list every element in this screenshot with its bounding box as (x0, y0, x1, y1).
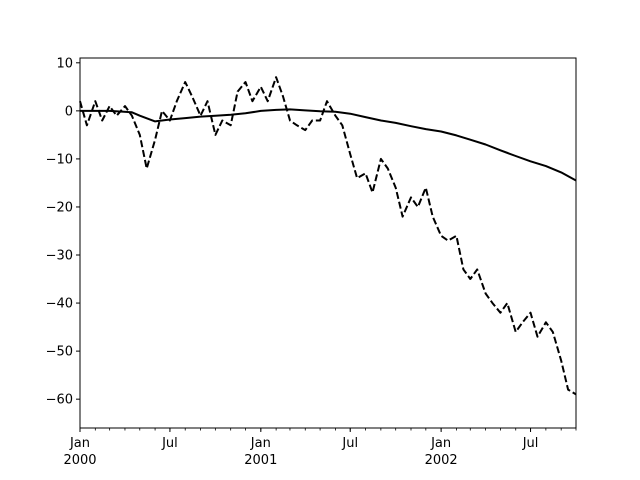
x-tick-label: Jul (341, 436, 358, 451)
x-tick-year-label: 2001 (244, 453, 277, 468)
y-tick-label: −20 (46, 200, 73, 215)
y-axis-ticks: 10 0 −10 −20 −30 −40 −50 −60 (46, 56, 80, 408)
y-tick-label: −10 (46, 152, 73, 167)
y-tick-label: −50 (46, 345, 73, 360)
y-tick-label: 10 (56, 56, 73, 71)
x-tick-label: Jan (69, 436, 90, 451)
x-tick-label: Jan (430, 436, 451, 451)
dashed-series-line (79, 76, 577, 396)
y-tick-label: −60 (46, 393, 73, 408)
x-major-ticks: Jan 2000 Jul Jan 2001 Jul Jan 2002 Jul (63, 428, 538, 468)
solid-series-line (80, 108, 577, 182)
x-tick-label: Jan (250, 436, 271, 451)
plot-frame (79, 57, 577, 429)
y-tick-label: −30 (46, 249, 73, 264)
plot-area (79, 76, 577, 396)
x-tick-year-label: 2002 (425, 453, 458, 468)
y-tick-label: 0 (65, 104, 73, 119)
x-tick-year-label: 2000 (63, 453, 96, 468)
x-tick-label: Jul (161, 436, 178, 451)
x-tick-label: Jul (522, 436, 539, 451)
y-tick-label: −40 (46, 297, 73, 312)
